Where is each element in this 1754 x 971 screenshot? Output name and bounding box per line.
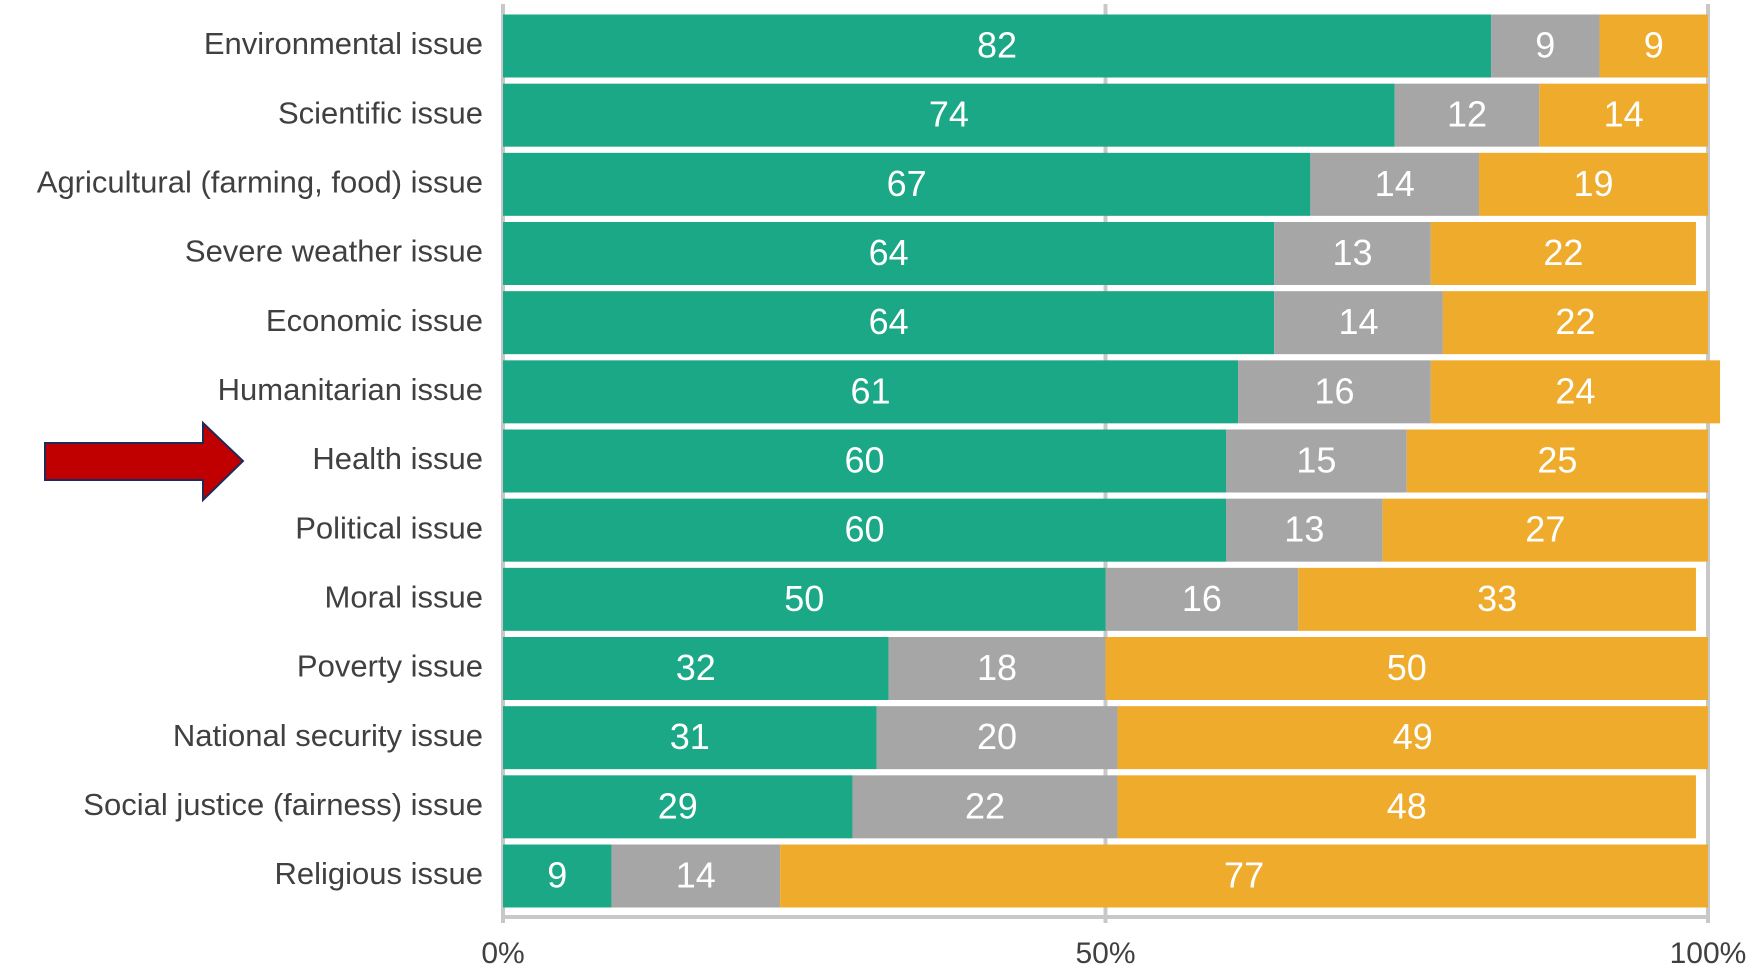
bar-segment — [503, 291, 1275, 355]
data-label: 50 — [1387, 647, 1427, 688]
category-label: Environmental issue — [204, 26, 483, 61]
data-label: 15 — [1296, 440, 1336, 481]
data-label: 22 — [1543, 232, 1583, 273]
bar-segment — [1117, 775, 1696, 839]
category-label: Political issue — [295, 510, 483, 545]
bar-segment — [1298, 567, 1696, 631]
data-label: 16 — [1182, 578, 1222, 619]
bar-segment — [1226, 429, 1407, 493]
data-label: 25 — [1537, 440, 1577, 481]
data-label: 31 — [670, 716, 710, 757]
data-label: 14 — [676, 855, 716, 896]
data-label: 12 — [1447, 94, 1487, 135]
bar-segment — [503, 360, 1239, 424]
bar-segment — [1274, 222, 1431, 285]
bar-segment — [503, 706, 877, 770]
bar-segment — [503, 498, 1226, 562]
bar-segment — [611, 844, 781, 908]
bar-segment — [888, 637, 1106, 700]
data-label: 67 — [887, 163, 927, 204]
bar-segment — [503, 429, 1226, 493]
bar-segment — [503, 775, 853, 839]
data-label: 19 — [1574, 163, 1614, 204]
data-label: 64 — [869, 232, 909, 273]
bar-segment — [1442, 291, 1708, 355]
x-tick-label: 50% — [1075, 937, 1135, 970]
data-label: 29 — [658, 785, 698, 826]
category-label: Health issue — [312, 441, 483, 476]
bar-segment — [1382, 498, 1708, 562]
bar-segment — [780, 844, 1708, 908]
category-label: Humanitarian issue — [218, 372, 483, 407]
data-label: 14 — [1604, 94, 1644, 135]
bar-segment — [1238, 360, 1431, 424]
bar-segment — [503, 152, 1311, 216]
data-label: 48 — [1387, 785, 1427, 826]
data-label: 20 — [977, 716, 1017, 757]
bar-segment — [1105, 567, 1299, 631]
bar-segment — [1117, 706, 1708, 770]
category-label: Religious issue — [275, 856, 484, 891]
data-label: 24 — [1555, 370, 1595, 411]
x-tick-label: 100% — [1670, 937, 1747, 970]
bar-segment — [1539, 83, 1708, 147]
bar-segment — [1105, 637, 1708, 700]
data-label: 13 — [1333, 232, 1373, 273]
data-label: 9 — [547, 855, 567, 896]
category-label: Moral issue — [325, 580, 484, 615]
data-label: 16 — [1314, 370, 1354, 411]
bar-segment — [1599, 14, 1708, 78]
bar-segment — [1479, 152, 1708, 216]
bar-segment — [876, 706, 1118, 770]
bar-segment — [1394, 83, 1540, 147]
arrow — [44, 420, 245, 503]
bar-segment — [503, 567, 1106, 631]
bar-segment — [1310, 152, 1480, 216]
data-label: 74 — [929, 94, 969, 135]
bar-segment — [503, 222, 1275, 285]
bar-segment — [1226, 498, 1383, 562]
bar-segment — [1406, 429, 1708, 493]
data-label: 50 — [784, 578, 824, 619]
data-label: 32 — [676, 647, 716, 688]
bar-segment — [503, 637, 889, 700]
bar-segment — [1430, 222, 1696, 285]
data-label: 22 — [965, 785, 1005, 826]
data-label: 14 — [1339, 301, 1379, 342]
data-label: 49 — [1393, 716, 1433, 757]
data-label: 64 — [869, 301, 909, 342]
bar-segment — [503, 844, 612, 908]
data-label: 61 — [851, 370, 891, 411]
data-label: 27 — [1525, 509, 1565, 550]
category-label: Scientific issue — [278, 95, 483, 130]
category-label: National security issue — [173, 718, 483, 753]
category-label: Severe weather issue — [185, 234, 483, 269]
category-label: Poverty issue — [297, 649, 483, 684]
data-label: 82 — [977, 25, 1017, 66]
bar-segment — [1491, 14, 1600, 78]
data-label: 60 — [844, 509, 884, 550]
data-label: 9 — [1535, 25, 1555, 66]
bar-segment — [1274, 291, 1443, 355]
bar-segment — [503, 14, 1492, 78]
data-label: 13 — [1284, 509, 1324, 550]
data-label: 22 — [1555, 301, 1595, 342]
data-label: 9 — [1644, 25, 1664, 66]
category-label: Agricultural (farming, food) issue — [37, 165, 483, 200]
bar-segment — [503, 83, 1395, 147]
bar-segment — [852, 775, 1118, 839]
data-label: 77 — [1224, 855, 1264, 896]
category-label: Social justice (fairness) issue — [83, 787, 483, 822]
data-label: 18 — [977, 647, 1017, 688]
bar-segment — [1430, 360, 1721, 424]
category-label: Economic issue — [266, 303, 483, 338]
data-label: 33 — [1477, 578, 1517, 619]
data-label: 60 — [844, 440, 884, 481]
x-tick-label: 0% — [481, 937, 524, 970]
data-label: 14 — [1375, 163, 1415, 204]
